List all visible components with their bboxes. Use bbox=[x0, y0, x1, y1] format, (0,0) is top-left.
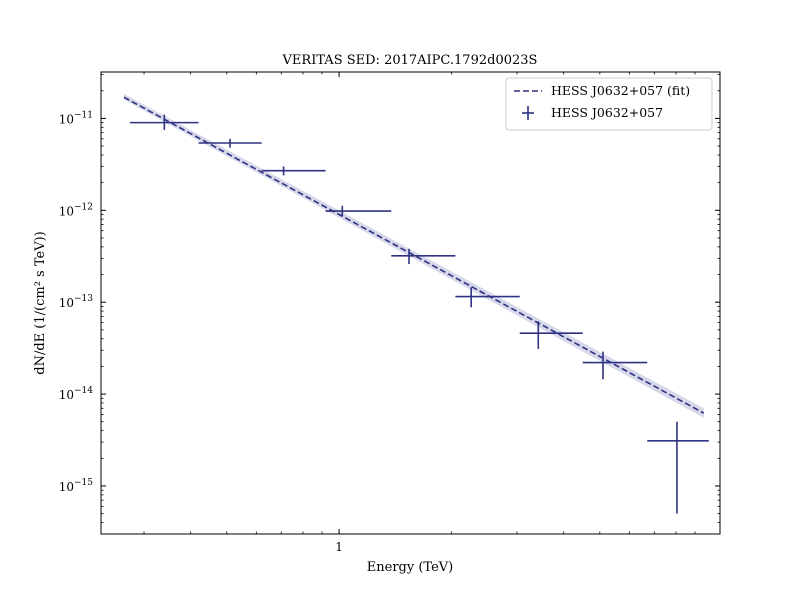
data-point-8 bbox=[582, 351, 648, 380]
axes: 10−11 10−12 10−13 10−14 10−15 1 bbox=[59, 71, 721, 554]
legend: HESS J0632+057 (fit) HESS J0632+057 bbox=[505, 77, 713, 131]
legend-label-fit: HESS J0632+057 (fit) bbox=[551, 83, 690, 98]
y-tick-label-1: 10−11 bbox=[59, 110, 93, 126]
y-tick-label-2: 10−12 bbox=[59, 202, 93, 218]
x-tick-label-1: 1 bbox=[335, 540, 343, 554]
y-tick-label-5: 10−15 bbox=[59, 478, 94, 494]
plot-frame bbox=[100, 71, 721, 535]
data-point-6 bbox=[455, 287, 520, 308]
legend-label-points: HESS J0632+057 bbox=[551, 105, 663, 120]
y-axis-label: dN/dE (1/(cm² s TeV)) bbox=[33, 231, 48, 374]
data-point-7 bbox=[519, 321, 583, 349]
plot-area bbox=[123, 93, 709, 514]
data-point-2 bbox=[198, 138, 262, 148]
data-point-5 bbox=[391, 248, 456, 265]
fit-line bbox=[123, 96, 705, 414]
x-axis-label: Energy (TeV) bbox=[367, 560, 453, 575]
data-point-1 bbox=[129, 114, 199, 130]
chart-title: VERITAS SED: 2017AIPC.1792d0023S bbox=[282, 53, 538, 68]
data-point-3 bbox=[261, 166, 326, 176]
legend-box bbox=[505, 77, 713, 131]
y-tick-label-4: 10−14 bbox=[59, 386, 94, 402]
plot-inner bbox=[123, 93, 709, 514]
y-tick-label-3: 10−13 bbox=[59, 294, 94, 310]
data-point-4 bbox=[325, 205, 392, 217]
data-point-9 bbox=[647, 421, 709, 514]
